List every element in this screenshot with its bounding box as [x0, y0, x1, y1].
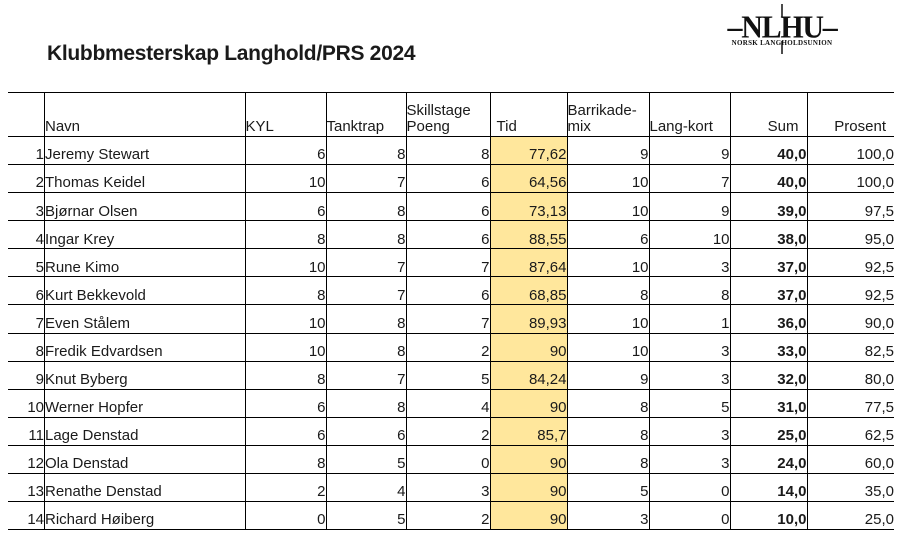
svg-text:NORSK LANGHOLDSUNION: NORSK LANGHOLDSUNION: [732, 39, 833, 47]
